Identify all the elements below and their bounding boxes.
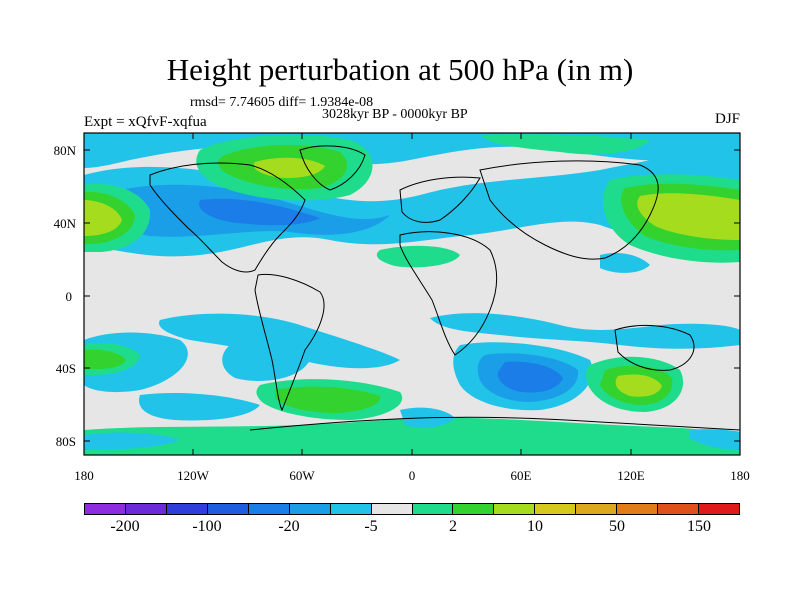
asia-coast: [479, 160, 659, 260]
x-tick-label: 120W: [177, 468, 210, 483]
colorbar-label: 10: [527, 518, 543, 535]
colorbar-swatch: [371, 504, 413, 514]
y-tick-label: 40N: [54, 216, 77, 231]
antarctic-positive-band: [84, 417, 740, 455]
x-tick-label: 180: [730, 468, 750, 483]
antarctic-negative-patch-east: [690, 429, 740, 450]
colorbar-swatch: [412, 504, 454, 514]
colorbar-swatch: [658, 504, 700, 514]
south-atlantic-negative-deep: [497, 361, 563, 393]
north-america-coast: [149, 162, 306, 273]
colorbar-swatch: [85, 504, 126, 514]
south-pacific-west-high-core: [84, 349, 126, 370]
colorbar-label: -100: [192, 518, 222, 535]
tropical-negative-blob: [600, 253, 650, 273]
colorbar-swatch: [699, 504, 739, 514]
y-tick-label: 80N: [54, 143, 77, 158]
southern-ocean-negative: [139, 393, 260, 421]
australia-coast: [614, 325, 695, 371]
europe-coast: [399, 176, 481, 223]
x-tick-label: 60E: [511, 468, 532, 483]
experiment-label: Expt = xQfvF-xqfua: [84, 114, 207, 130]
colorbar-label: 50: [609, 518, 625, 535]
x-tick-label: 120E: [617, 468, 645, 483]
south-indian-negative-band: [430, 313, 740, 349]
colorbar-swatch: [166, 504, 208, 514]
south-pacific-central-negative: [222, 343, 310, 381]
colorbar-label: -200: [110, 518, 140, 535]
x-tick-label: 60W: [289, 468, 315, 483]
x-tick-label: 180: [74, 468, 94, 483]
y-tick-label: 40S: [56, 361, 76, 376]
colorbar-label: -5: [364, 518, 378, 535]
x-tick-marks: [83, 133, 741, 455]
atlantic-positive-blob: [376, 245, 460, 268]
colorbar-swatch: [330, 504, 372, 514]
colorbar-swatch: [207, 504, 249, 514]
y-tick-label: 80S: [56, 434, 76, 449]
south-atlantic-high-core: [275, 386, 381, 413]
colorbar-swatch: [125, 504, 167, 514]
season-label: DJF: [714, 111, 740, 127]
colorbar-label: -20: [278, 518, 300, 535]
contour-field: [84, 133, 740, 455]
north-negative-deep: [199, 198, 320, 226]
colorbar-swatch: [453, 504, 495, 514]
south-mid-negative-band: [159, 313, 400, 369]
colorbar-label: 2: [449, 518, 457, 535]
colorbar-swatch: [576, 504, 618, 514]
colorbar-swatch: [535, 504, 577, 514]
colorbar-label: 150: [687, 518, 711, 535]
north-pacific-east-high-max: [637, 193, 740, 240]
south-america-coast: [254, 273, 325, 412]
colorbar: [84, 503, 740, 515]
africa-coast: [399, 231, 498, 356]
antarctica-coast: [249, 416, 740, 431]
y-tick-labels: 80N 40N 0 40S 80S: [54, 143, 77, 449]
y-tick-marks: [84, 149, 740, 442]
period-label: 3028kyr BP - 0000kyr BP: [322, 107, 468, 122]
colorbar-swatch: [617, 504, 659, 514]
south-indian-high-max: [615, 374, 662, 397]
rmsd-label: rmsd= 7.74605 diff= 1.9384e-08: [190, 95, 374, 110]
north-pacific-west-high-max: [84, 200, 122, 236]
colorbar-swatch: [289, 504, 331, 514]
colorbar-swatch: [494, 504, 536, 514]
coastlines: [149, 145, 740, 431]
arctic-positive-east: [480, 134, 650, 155]
x-tick-labels: 180 120W 60W 0 60E 120E 180: [74, 468, 750, 483]
map-title: Height perturbation at 500 hPa (in m): [166, 52, 634, 87]
antarctic-negative-patch-west: [84, 432, 180, 450]
greenland-coast: [299, 145, 366, 191]
greenland-positive-max: [253, 157, 325, 178]
y-tick-label: 0: [66, 289, 73, 304]
colorbar-swatch: [248, 504, 290, 514]
x-tick-label: 0: [409, 468, 416, 483]
